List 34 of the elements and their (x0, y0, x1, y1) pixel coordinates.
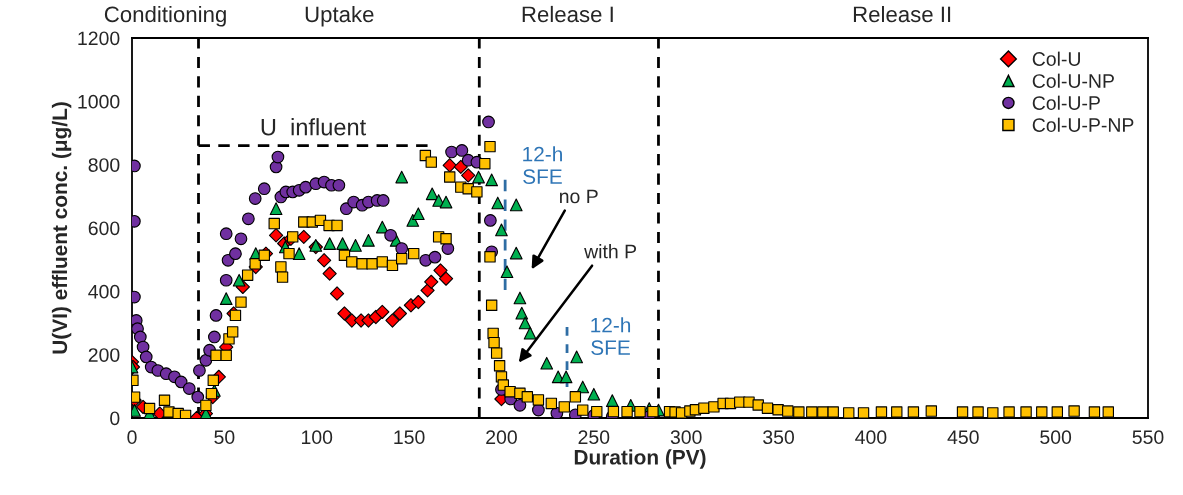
x-tick-label: 500 (1040, 430, 1072, 445)
text: Release II (853, 5, 951, 23)
x-tick-label: 150 (394, 430, 425, 445)
legend-label: Col-U-NP (1032, 73, 1114, 88)
x-tick-label: 100 (301, 430, 333, 445)
x-axis-title: Duration (PV) (574, 449, 706, 469)
x-tick-label: 400 (855, 430, 887, 445)
annotation: 12-h SFE (523, 146, 562, 185)
x-tick-label: 0 (127, 430, 137, 445)
annotation: 12-h SFE (591, 317, 631, 356)
y-tick-label: 200 (88, 348, 120, 362)
y-tick-label: 600 (88, 221, 120, 236)
y-tick-label: 1200 (78, 31, 120, 46)
y-tick-label: 400 (88, 284, 120, 299)
y-tick-label: 0 (110, 411, 120, 426)
annotation: no P (560, 189, 598, 204)
x-tick-label: 350 (763, 430, 795, 445)
x-tick-label: 50 (214, 430, 235, 445)
text: Conditioning (104, 5, 226, 27)
text: Release I (522, 5, 613, 23)
legend-label: Col-U (1032, 51, 1080, 66)
x-tick-label: 200 (486, 430, 517, 445)
annotation: with P (584, 244, 637, 259)
text: Uptake (305, 5, 374, 27)
y-axis-title: U(VI) effluent conc. (μg/L) (51, 102, 72, 354)
x-tick-label: 550 (1132, 430, 1164, 445)
y-tick-label: 1000 (78, 94, 120, 109)
y-tick-label: 800 (88, 158, 120, 172)
legend-label: Col-U-P-NP (1032, 117, 1134, 132)
series-label: U influent (261, 118, 367, 136)
x-tick-label: 450 (947, 430, 979, 445)
x-tick-label: 300 (670, 430, 702, 445)
x-tick-label: 250 (578, 430, 610, 445)
legend-label: Col-U-P (1032, 95, 1100, 110)
